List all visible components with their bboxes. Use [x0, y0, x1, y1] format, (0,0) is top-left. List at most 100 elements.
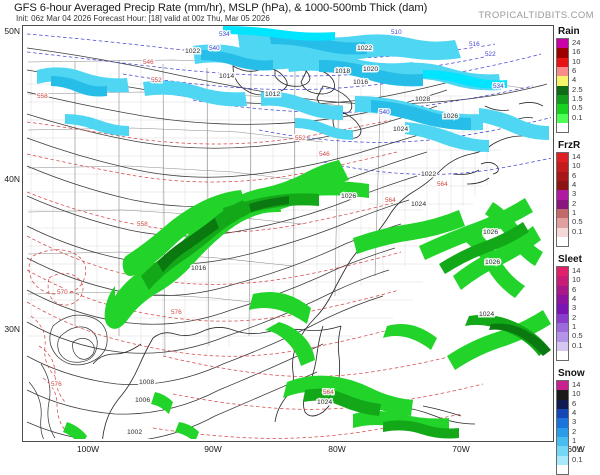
legend-tick-label: 14	[572, 266, 581, 275]
svg-text:1026: 1026	[483, 229, 498, 236]
legend-tick-label: 10	[572, 275, 581, 285]
svg-text:1016: 1016	[353, 79, 368, 86]
svg-text:522: 522	[485, 51, 496, 58]
svg-text:1020: 1020	[363, 66, 378, 73]
legend-swatch	[557, 153, 568, 163]
legend-tick-label: 0.1	[572, 112, 583, 122]
legend-tick-label: 0.1	[572, 226, 583, 236]
legend-swatch	[557, 171, 568, 182]
legend-swatch	[557, 76, 568, 86]
legend-tick-label: 0.5	[572, 103, 583, 113]
svg-text:558: 558	[37, 93, 48, 100]
legend-swatch	[557, 181, 568, 191]
lat-label-40n: 40N	[4, 174, 20, 184]
legend-swatch	[557, 85, 568, 96]
legend-colorstrip-frzr	[556, 152, 569, 248]
svg-text:564: 564	[385, 197, 396, 204]
lon-label-100w: 100W	[76, 444, 100, 454]
svg-text:1022: 1022	[357, 45, 372, 52]
legend-swatch	[557, 313, 568, 324]
legend-swatch-empty	[557, 237, 568, 247]
legend-swatch	[557, 381, 568, 391]
svg-text:1024: 1024	[317, 399, 332, 406]
svg-text:1026: 1026	[341, 193, 356, 200]
legend-tick-label: 14	[572, 380, 581, 389]
legend-tick-label: 2	[572, 426, 577, 436]
page-title: GFS 6-hour Averaged Precip Rate (mm/hr),…	[14, 2, 428, 14]
legend-tick-label: 4	[572, 408, 577, 418]
legend-body-sleet: 14 10 6 4 3 2 1 0.5 0.1	[556, 266, 600, 362]
svg-text:576: 576	[51, 381, 62, 388]
svg-text:534: 534	[219, 31, 230, 38]
svg-text:1026: 1026	[443, 113, 458, 120]
svg-text:1022: 1022	[185, 48, 200, 55]
svg-text:564: 564	[323, 389, 334, 396]
legend-frzr[interactable]: FrzR 14 10 6 4 3 2 1 0.5 0.1	[556, 140, 600, 248]
legend-tick-label: 1.5	[572, 94, 583, 104]
lon-label-90w: 90W	[204, 444, 222, 454]
legend-body-frzr: 14 10 6 4 3 2 1 0.5 0.1	[556, 152, 600, 248]
header: GFS 6-hour Averaged Precip Rate (mm/hr),…	[0, 0, 600, 24]
svg-text:576: 576	[51, 381, 62, 388]
map-canvas[interactable]: 1022 1022 1020 1018 1016 1014 1012 1028 1026…	[22, 25, 554, 442]
legend-swatch-empty	[557, 123, 568, 133]
svg-text:1008: 1008	[139, 379, 154, 386]
legend-tick-label: 16	[572, 47, 581, 57]
svg-text:540: 540	[209, 45, 220, 52]
svg-text:1024: 1024	[393, 126, 408, 133]
svg-text:576: 576	[171, 309, 182, 316]
legend-swatch	[557, 276, 568, 286]
svg-text:1016: 1016	[353, 79, 368, 86]
legend-labels-rain: 24 16 10 6 4 2.5 1.5 0.5 0.1	[572, 38, 583, 133]
svg-text:558: 558	[137, 221, 148, 228]
legend-rain[interactable]: Rain 24 16 10 6 4 2.5 1.5 0.5 0.1	[556, 26, 600, 134]
legend-tick-label: 1	[572, 436, 577, 446]
svg-text:558: 558	[137, 221, 148, 228]
svg-text:1022: 1022	[421, 171, 436, 178]
svg-text:1012: 1012	[265, 91, 280, 98]
svg-text:1016: 1016	[191, 265, 206, 272]
legend-swatch	[557, 418, 568, 428]
svg-text:1002: 1002	[127, 429, 142, 436]
legend-colorstrip-sleet	[556, 266, 569, 362]
legend-tick-label: 3	[572, 303, 577, 313]
svg-text:552: 552	[151, 77, 162, 84]
legend-swatch-empty	[557, 465, 568, 475]
watermark: TROPICALTIDBITS.COM	[478, 10, 594, 21]
svg-text:1020: 1020	[363, 66, 378, 73]
lon-label-80w: 80W	[328, 444, 346, 454]
legend-tick-label: 1	[572, 322, 577, 332]
svg-text:1022: 1022	[421, 171, 436, 178]
svg-text:1018: 1018	[335, 68, 350, 75]
svg-text:1014: 1014	[219, 73, 234, 80]
lon-label-70w: 70W	[452, 444, 470, 454]
isobar-labels: 1022 1022 1020 1018 1016 1014 1012 1028 1026…	[126, 44, 502, 438]
legend-swatch	[557, 341, 568, 352]
svg-text:1026: 1026	[485, 259, 500, 266]
svg-text:540: 540	[209, 45, 220, 52]
svg-text:1024: 1024	[393, 126, 408, 133]
legend-tick-label: 0.1	[572, 340, 583, 350]
legend-tick-label: 2	[572, 198, 577, 208]
legend-labels-frzr: 14 10 6 4 3 2 1 0.5 0.1	[572, 152, 583, 247]
legend-snow[interactable]: Snow 14 10 6 4 3 2 1 0.5 0.1	[556, 368, 600, 475]
svg-text:576: 576	[171, 309, 182, 316]
svg-text:1012: 1012	[265, 91, 280, 98]
legend-swatch	[557, 267, 568, 277]
svg-text:1028: 1028	[415, 96, 430, 103]
legend-colorstrip-rain	[556, 38, 569, 134]
legend-sleet[interactable]: Sleet 14 10 6 4 3 2 1 0.5 0.1	[556, 254, 600, 362]
legend-tick-label: 14	[572, 152, 581, 161]
legend-swatch	[557, 227, 568, 238]
svg-text:540: 540	[379, 109, 390, 116]
legend-tick-label: 6	[572, 66, 577, 76]
legend-swatch	[557, 323, 568, 333]
legend-tick-label: 3	[572, 189, 577, 199]
legend-swatch	[557, 446, 568, 456]
svg-text:1016: 1016	[191, 265, 206, 272]
svg-text:516: 516	[469, 41, 480, 48]
svg-text:1014: 1014	[219, 73, 234, 80]
svg-text:1022: 1022	[357, 45, 372, 52]
svg-text:1028: 1028	[415, 96, 430, 103]
